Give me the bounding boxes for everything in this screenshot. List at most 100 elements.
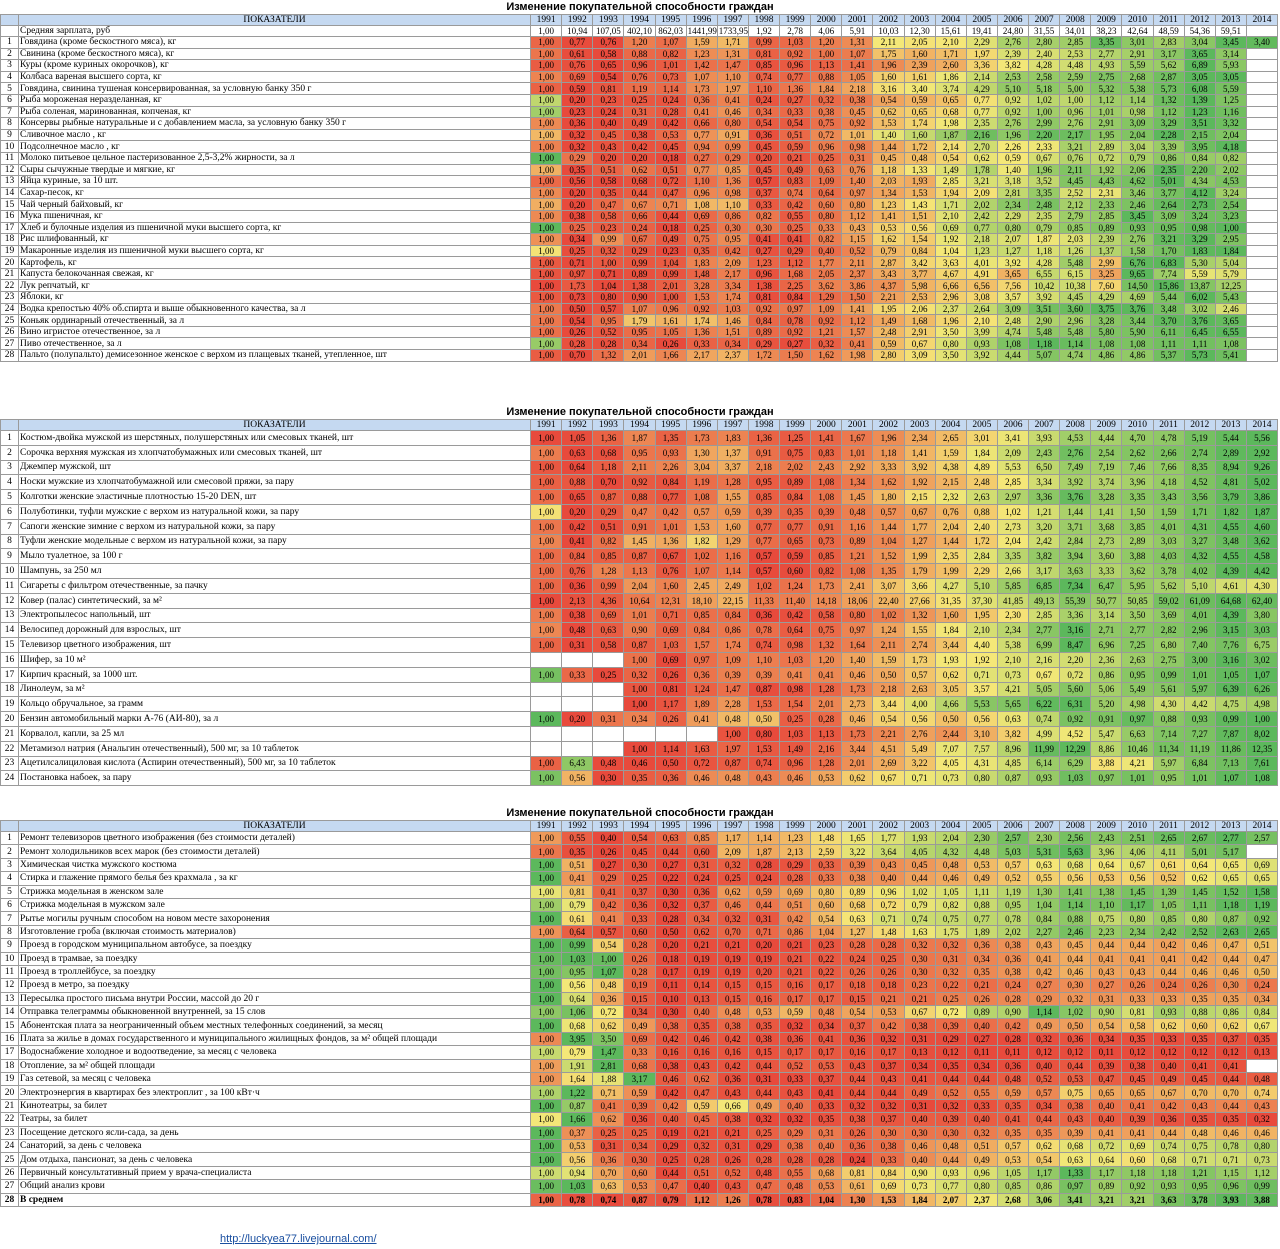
value-cell: 3,76 (1059, 489, 1092, 505)
value-cell: 0,35 (685, 244, 718, 258)
value-cell: 2,81 (996, 186, 1030, 200)
value-cell: 0,87 (592, 489, 625, 505)
value-cell (1245, 186, 1279, 200)
value-cell: 1,21 (810, 325, 843, 339)
value-cell: 0,18 (654, 951, 687, 966)
value-cell: 0,63 (810, 163, 843, 177)
row-label: Пальто (полупальто) демисезонное женское… (18, 349, 531, 362)
value-cell: 1,00 (529, 82, 563, 95)
salary-cell: 24,80 (996, 25, 1030, 37)
value-cell: 0,67 (654, 548, 687, 565)
value-cell: 0,44 (1214, 1098, 1247, 1114)
value-cell: 1,00 (529, 563, 563, 579)
value-cell: 0,51 (592, 518, 625, 535)
value-cell: 0,37 (1214, 1031, 1247, 1047)
value-cell (1245, 198, 1279, 211)
value-cell: 0,32 (1059, 991, 1092, 1007)
value-cell: 4,55 (1214, 518, 1247, 535)
value-cell: 2,80 (872, 349, 905, 362)
value-cell: 5,63 (1059, 844, 1092, 859)
value-cell: 8,94 (1214, 459, 1247, 476)
value-cell: 0,67 (872, 770, 905, 787)
table-row: 19 Макаронные изделия из пшеничной муки в… (0, 244, 1279, 258)
table-row: 24 Постановка набоек, за пару 1,00 0,56 0,30… (0, 770, 1279, 787)
value-cell: 3,40 (903, 82, 936, 95)
value-cell: 0,48 (747, 1165, 781, 1181)
value-cell: 2,14 (965, 70, 998, 84)
value-cell: 0,29 (1027, 991, 1061, 1007)
value-cell: 1,05 (1152, 897, 1185, 913)
value-cell: 0,41 (778, 666, 812, 683)
value-cell: 4,21 (996, 681, 1030, 698)
value-cell: 0,88 (965, 897, 998, 913)
value-cell: 5,18 (1027, 82, 1061, 95)
value-cell: 3,80 (1245, 607, 1279, 624)
value-cell: 2,33 (1090, 198, 1123, 211)
value-cell: 0,57 (903, 666, 936, 683)
value-cell (529, 740, 563, 757)
value-cell: 4,69 (1121, 291, 1154, 304)
value-cell: 0,40 (685, 1005, 718, 1020)
value-cell: 3,57 (996, 291, 1030, 304)
value-cell: 0,99 (1152, 666, 1185, 683)
value-cell: 0,26 (654, 711, 687, 727)
value-cell: 3,56 (1183, 489, 1216, 505)
value-cell: 0,95 (996, 897, 1030, 913)
value-cell (1245, 221, 1279, 235)
value-cell: 1,08 (810, 474, 843, 491)
value-cell: 4,34 (1183, 175, 1216, 188)
value-cell: 1,10 (685, 175, 718, 188)
header-year: 1993 (592, 820, 625, 832)
value-cell: 1,87 (623, 430, 656, 446)
value-cell: 12,35 (1245, 740, 1279, 757)
value-cell: 0,11 (996, 1045, 1030, 1060)
row-label: Свинина (кроме бескостного мяса), кг (18, 47, 531, 61)
value-cell: 3,65 (996, 267, 1030, 281)
value-cell: 0,52 (1152, 871, 1185, 886)
value-cell: 0,84 (1183, 151, 1216, 165)
value-cell: 1,07 (654, 36, 687, 49)
value-cell: 1,01 (841, 128, 874, 142)
value-cell: 1,41 (810, 430, 843, 446)
value-cell: 2,96 (1059, 314, 1092, 327)
value-cell: 5,80 (1090, 325, 1123, 339)
value-cell: 0,19 (685, 951, 718, 966)
value-cell: 3,88 (1121, 548, 1154, 565)
row-label: Проезд в метро, за поездку (18, 978, 531, 993)
value-cell: 0,18 (841, 978, 874, 993)
value-cell: 0,89 (623, 267, 656, 281)
value-cell: 0,40 (685, 1179, 718, 1194)
value-cell: 2,52 (1059, 186, 1092, 200)
value-cell: 4,01 (1152, 518, 1185, 535)
value-cell: 1,66 (654, 349, 687, 362)
value-cell: 0,81 (841, 1165, 874, 1181)
value-cell: 0,73 (934, 770, 967, 787)
value-cell: 1,60 (903, 47, 936, 61)
value-cell: 2,40 (1027, 47, 1061, 61)
value-cell: 1,95 (872, 302, 905, 316)
row-index: 24 (0, 770, 19, 787)
value-cell: 1,19 (685, 474, 718, 491)
footer-link[interactable]: http://luckyea77.livejournal.com/ (220, 1233, 377, 1245)
value-cell: 0,40 (872, 871, 905, 886)
header-year: 2013 (1214, 820, 1247, 832)
value-cell: 2,36 (1090, 651, 1123, 668)
value-cell: 4,74 (1059, 349, 1092, 362)
row-label: Стрижка модельная в мужском зале (18, 897, 531, 913)
value-cell: 0,47 (1090, 1072, 1123, 1087)
value-cell: 0,38 (996, 938, 1030, 953)
value-cell: 0,34 (685, 911, 718, 926)
value-cell: 0,76 (1059, 151, 1092, 165)
value-cell: 0,31 (1090, 991, 1123, 1007)
salary-cell: 54,36 (1183, 25, 1216, 37)
value-cell: 4,39 (1214, 563, 1247, 579)
value-cell: 0,21 (778, 151, 812, 165)
value-cell: 1,54 (778, 696, 812, 713)
value-cell: 0,97 (1059, 1179, 1092, 1194)
value-cell: 0,15 (747, 1045, 781, 1060)
row-label: Сахар-песок, кг (18, 186, 531, 200)
value-cell: 0,44 (1059, 951, 1092, 966)
value-cell: 0,36 (592, 991, 625, 1007)
value-cell: 3,50 (592, 1031, 625, 1047)
value-cell: 5,90 (1121, 325, 1154, 339)
